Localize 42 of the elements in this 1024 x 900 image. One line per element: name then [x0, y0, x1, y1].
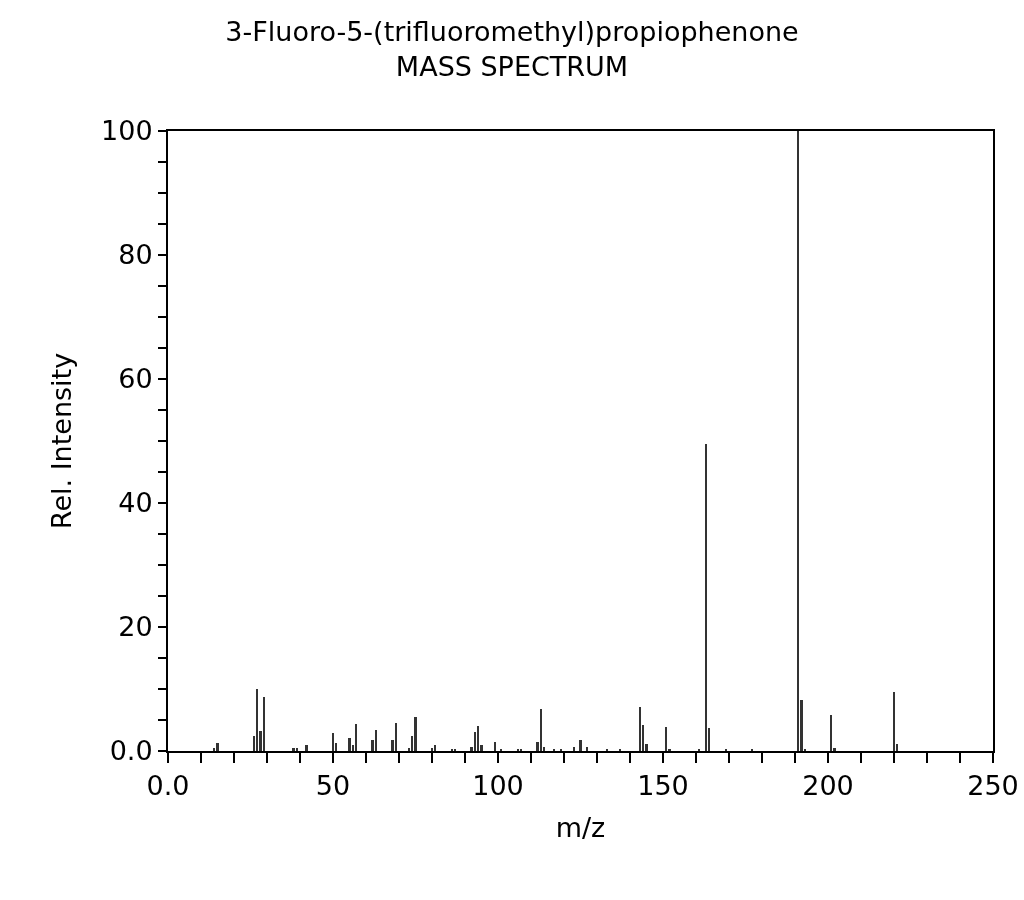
bar [830, 715, 832, 751]
bar [573, 747, 575, 751]
bar [375, 730, 377, 751]
y-tick-label: 0.0 [109, 735, 153, 767]
bar [348, 738, 351, 751]
x-axis-title: m/z [555, 812, 606, 844]
y-tick-label: 80 [118, 239, 153, 271]
x-tick-label: 0.0 [146, 770, 190, 802]
bar [639, 707, 641, 751]
bar [216, 743, 219, 751]
bar [332, 733, 334, 751]
bar [434, 745, 436, 751]
x-tick-label: 200 [802, 770, 854, 802]
x-tick-label: 50 [315, 770, 351, 802]
bar [256, 689, 258, 751]
y-tick-label: 40 [118, 487, 153, 519]
bar [893, 692, 895, 751]
y-tick-label: 60 [118, 363, 153, 395]
bar [292, 748, 295, 751]
x-tick-label: 150 [637, 770, 689, 802]
bar [705, 444, 707, 751]
bar [665, 727, 667, 751]
x-tick-label: 100 [472, 770, 524, 802]
bar [579, 740, 582, 751]
bar [305, 745, 308, 751]
bar [395, 723, 397, 751]
bar [586, 747, 588, 751]
y-tick-label: 20 [118, 611, 153, 643]
bar [540, 709, 542, 751]
bar [431, 748, 433, 751]
y-axis-title: Rel. Intensity [45, 352, 77, 530]
bar [355, 724, 357, 751]
chart-subtitle: MASS SPECTRUM [395, 50, 629, 82]
chart-title: 3-Fluoro-5-(trifluoromethyl)propiophenone [225, 15, 799, 47]
bar [414, 717, 417, 751]
bar [494, 742, 496, 751]
x-tick-label: 250 [967, 770, 1019, 802]
bar [263, 697, 265, 751]
bar [797, 131, 799, 751]
bar [477, 726, 479, 751]
bar [296, 748, 298, 751]
y-tick-label: 100 [101, 115, 153, 147]
